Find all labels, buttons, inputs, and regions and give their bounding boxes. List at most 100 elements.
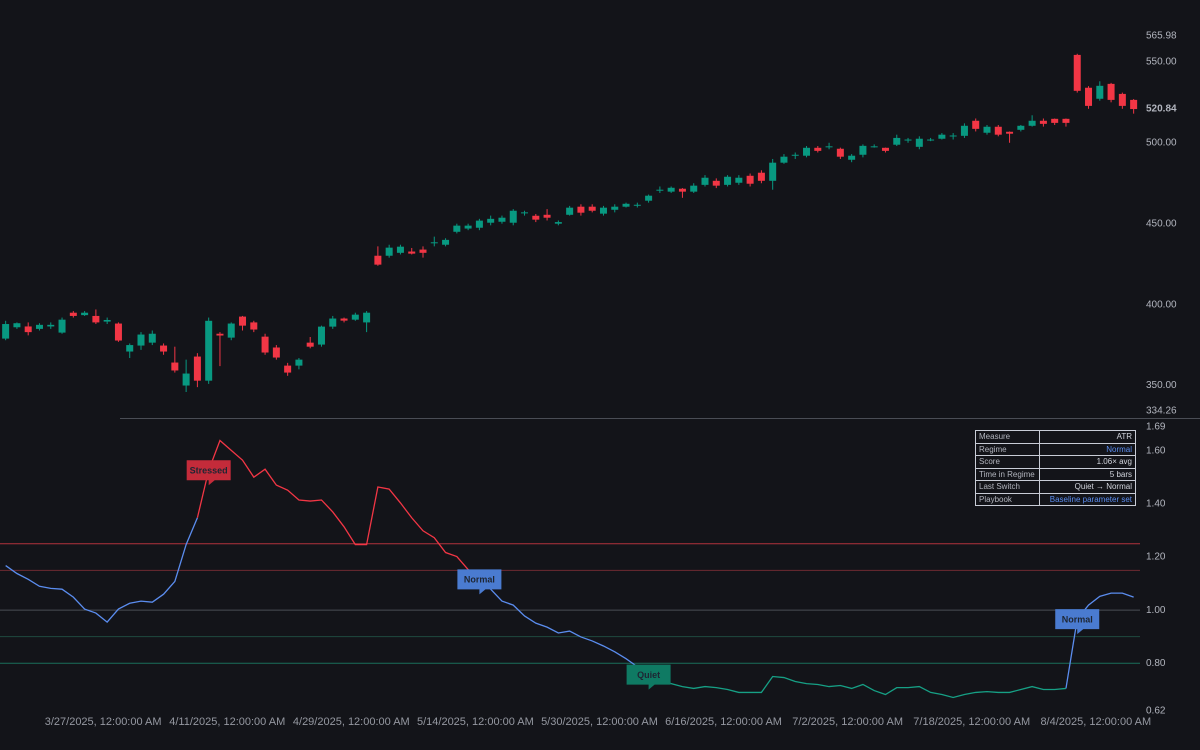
x-tick-label: 5/30/2025, 12:00:00 AM: [541, 716, 658, 728]
indicator-line: [1065, 592, 1134, 689]
candle-body: [521, 212, 529, 214]
candle-body: [148, 333, 156, 343]
y-tick-label: 334.26: [1146, 406, 1177, 417]
candle-body: [927, 139, 935, 141]
candle-body: [915, 138, 923, 147]
indicator-line: [196, 439, 469, 570]
candle-body: [543, 214, 551, 218]
candle-body: [983, 126, 991, 133]
candle-body: [870, 146, 878, 148]
table-row: Time in Regime 5 bars: [975, 467, 1136, 481]
candle-body: [92, 315, 100, 323]
candle-body: [690, 185, 698, 192]
candle-body: [475, 220, 483, 228]
x-tick-label: 5/14/2025, 12:00:00 AM: [417, 716, 534, 728]
table-row: Regime Normal: [975, 442, 1136, 456]
candle-body: [2, 324, 10, 339]
candle-body: [566, 207, 574, 215]
candle-body: [13, 323, 21, 328]
candle-body: [193, 356, 201, 381]
candle-body: [769, 162, 777, 181]
candle-body: [859, 145, 867, 155]
candle-body: [904, 139, 912, 141]
candle-body: [250, 322, 258, 330]
candle-body: [81, 312, 89, 316]
regime-badge: [457, 569, 502, 595]
candle-body: [972, 120, 980, 129]
candle-body: [306, 342, 314, 347]
candle-body: [791, 154, 799, 156]
candle-body: [645, 195, 653, 201]
table-value: Normal: [1039, 442, 1136, 456]
candle-body: [678, 188, 686, 192]
candle-body: [261, 336, 269, 353]
y-tick-label: 0.80: [1146, 658, 1166, 669]
regime-badge: [626, 664, 671, 690]
regime-badge: [1055, 609, 1100, 635]
indicator-line: [5, 517, 198, 623]
candle-body: [284, 365, 292, 373]
candle-body: [487, 218, 495, 223]
candle-body: [58, 319, 66, 333]
candle-body: [464, 225, 472, 229]
stats-table: Measure ATR Regime Normal Score 1.06× avg T…: [975, 430, 1136, 506]
candle-body: [554, 222, 562, 224]
candle-body: [227, 323, 235, 338]
candle-body: [114, 323, 122, 341]
x-tick-label: 4/29/2025, 12:00:00 AM: [293, 716, 410, 728]
candle-body: [205, 320, 213, 381]
candle-body: [949, 135, 957, 137]
candle-body: [69, 312, 77, 316]
candle-body: [1006, 131, 1014, 134]
table-key: Measure: [975, 430, 1040, 444]
candle-body: [848, 155, 856, 160]
candle-body: [746, 175, 754, 184]
y-tick-label: 1.40: [1146, 499, 1166, 510]
candle-body: [532, 215, 540, 220]
candle-body: [317, 326, 325, 345]
regime-badge: [186, 460, 231, 486]
candle-body: [622, 203, 630, 207]
candle-body: [430, 242, 438, 244]
table-value: ATR: [1039, 430, 1136, 444]
candle-body: [1096, 85, 1104, 99]
candle-body: [272, 347, 280, 358]
candle-body: [385, 247, 393, 256]
candle-body: [893, 137, 901, 145]
table-key: Last Switch: [975, 480, 1040, 494]
regime-badge-label: Normal: [1062, 615, 1093, 625]
candle-body: [216, 333, 224, 336]
candle-body: [1107, 83, 1115, 100]
y-tick-label: 500.00: [1146, 137, 1177, 148]
candle-body: [712, 180, 720, 186]
y-tick-label: 565.98: [1146, 31, 1177, 42]
candle-body: [814, 147, 822, 151]
table-value: Baseline parameter set: [1039, 492, 1136, 506]
candle-body: [577, 206, 585, 213]
candle-body: [1062, 118, 1070, 123]
candle-body: [1085, 87, 1093, 106]
candle-body: [1051, 118, 1059, 123]
candle-body: [509, 210, 517, 223]
table-value: Quiet → Normal: [1039, 480, 1136, 494]
table-row: Playbook Baseline parameter set: [975, 492, 1136, 506]
candle-body: [938, 134, 946, 139]
candle-body: [396, 246, 404, 253]
y-tick-label: 1.20: [1146, 552, 1166, 563]
table-key: Regime: [975, 442, 1040, 456]
candle-body: [735, 177, 743, 183]
candle-body: [633, 204, 641, 206]
regime-badge-label: Quiet: [637, 670, 660, 680]
candle-body: [363, 312, 371, 323]
table-row: Measure ATR: [975, 430, 1136, 444]
candle-body: [35, 324, 43, 329]
regime-badge-label: Stressed: [190, 466, 228, 476]
table-value: 5 bars: [1039, 467, 1136, 481]
y-tick-label: 1.69: [1146, 422, 1166, 433]
y-tick-label: 1.00: [1146, 605, 1166, 616]
candle-body: [160, 345, 168, 352]
candle-body: [239, 316, 247, 326]
y-tick-label: 400.00: [1146, 299, 1177, 310]
candle-body: [780, 156, 788, 163]
